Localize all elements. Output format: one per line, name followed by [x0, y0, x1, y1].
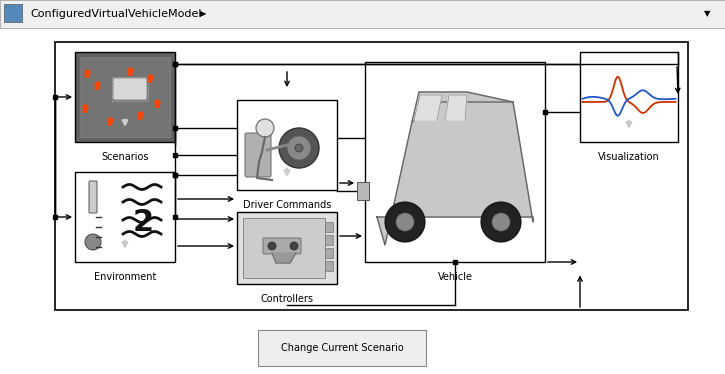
- Bar: [258, 330, 426, 366]
- Bar: [237, 212, 337, 284]
- Text: ▶: ▶: [200, 9, 207, 18]
- Text: Scenarios: Scenarios: [102, 152, 149, 162]
- Text: ConfiguredVirtualVehicleModel: ConfiguredVirtualVehicleModel: [30, 9, 202, 19]
- FancyBboxPatch shape: [245, 133, 271, 177]
- Polygon shape: [80, 57, 170, 137]
- Polygon shape: [414, 95, 442, 120]
- Text: Driver Commands: Driver Commands: [243, 200, 331, 210]
- Text: ▼: ▼: [703, 9, 710, 18]
- Bar: [325, 222, 333, 232]
- Polygon shape: [377, 102, 533, 245]
- Bar: [243, 218, 325, 278]
- Polygon shape: [445, 95, 467, 120]
- Circle shape: [85, 234, 101, 250]
- Bar: [4, 4, 22, 22]
- Polygon shape: [85, 72, 89, 77]
- Circle shape: [295, 144, 303, 152]
- Circle shape: [279, 128, 319, 168]
- Text: Change Current Scenario: Change Current Scenario: [281, 343, 403, 353]
- Polygon shape: [83, 107, 87, 112]
- Circle shape: [256, 119, 274, 137]
- Text: Vehicle: Vehicle: [437, 272, 473, 282]
- Bar: [580, 52, 678, 142]
- Polygon shape: [272, 253, 296, 263]
- Bar: [0, 0, 725, 28]
- Text: Controllers: Controllers: [260, 294, 313, 304]
- Circle shape: [385, 202, 425, 242]
- Bar: [365, 62, 545, 262]
- Polygon shape: [138, 114, 142, 119]
- Bar: [75, 172, 175, 262]
- Polygon shape: [95, 84, 99, 89]
- Circle shape: [290, 242, 298, 250]
- Bar: [325, 235, 333, 245]
- FancyBboxPatch shape: [263, 238, 301, 254]
- Circle shape: [287, 136, 311, 160]
- Circle shape: [481, 202, 521, 242]
- Text: 2: 2: [133, 208, 154, 236]
- Polygon shape: [148, 77, 152, 82]
- Circle shape: [268, 242, 276, 250]
- Bar: [237, 100, 337, 190]
- Bar: [325, 248, 333, 258]
- FancyBboxPatch shape: [89, 181, 97, 213]
- Polygon shape: [412, 92, 513, 122]
- Polygon shape: [128, 70, 132, 75]
- Polygon shape: [155, 102, 159, 107]
- FancyBboxPatch shape: [113, 78, 147, 100]
- Text: Environment: Environment: [94, 272, 156, 282]
- Bar: [55, 42, 688, 310]
- Bar: [357, 182, 369, 200]
- Bar: [325, 261, 333, 271]
- Text: Visualization: Visualization: [598, 152, 660, 162]
- Circle shape: [396, 213, 414, 231]
- Circle shape: [492, 213, 510, 231]
- Bar: [75, 52, 175, 142]
- Polygon shape: [108, 120, 112, 125]
